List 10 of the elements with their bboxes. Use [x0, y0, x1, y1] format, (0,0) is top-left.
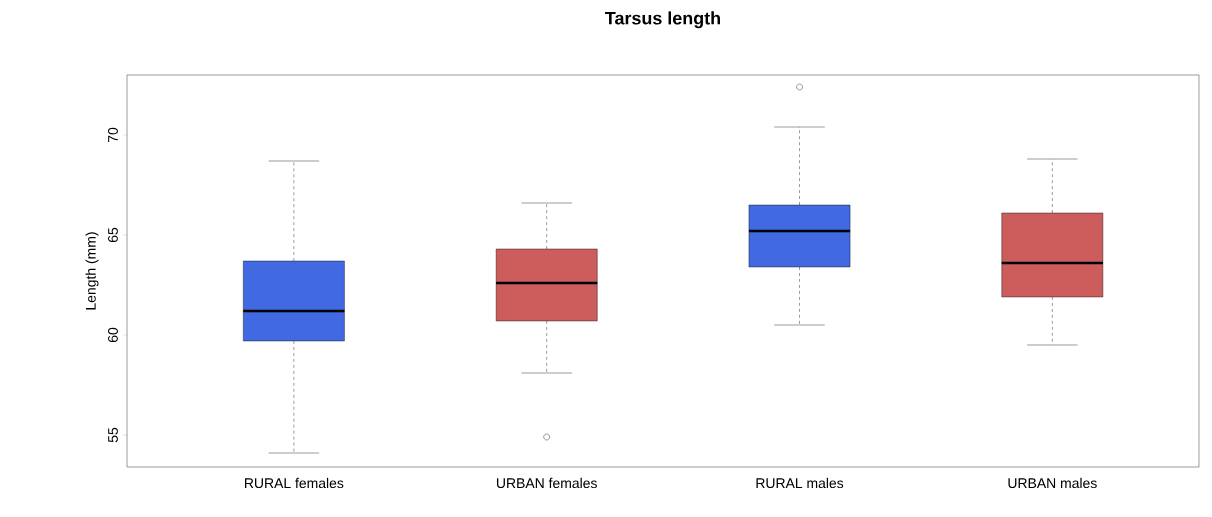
x-tick-label: URBAN males	[1008, 477, 1097, 489]
x-tick-label: RURAL males	[756, 477, 844, 489]
y-tick-label: 65	[108, 227, 118, 243]
y-axis-title: Length (mm)	[85, 232, 99, 310]
x-tick-label: URBAN females	[497, 477, 597, 489]
x-tick-label: RURAL females	[245, 477, 344, 489]
chart-title: Tarsus length	[605, 11, 720, 29]
y-tick-label: 55	[108, 427, 118, 443]
y-tick-label: 60	[108, 327, 118, 343]
y-tick-label: 70	[108, 127, 118, 143]
